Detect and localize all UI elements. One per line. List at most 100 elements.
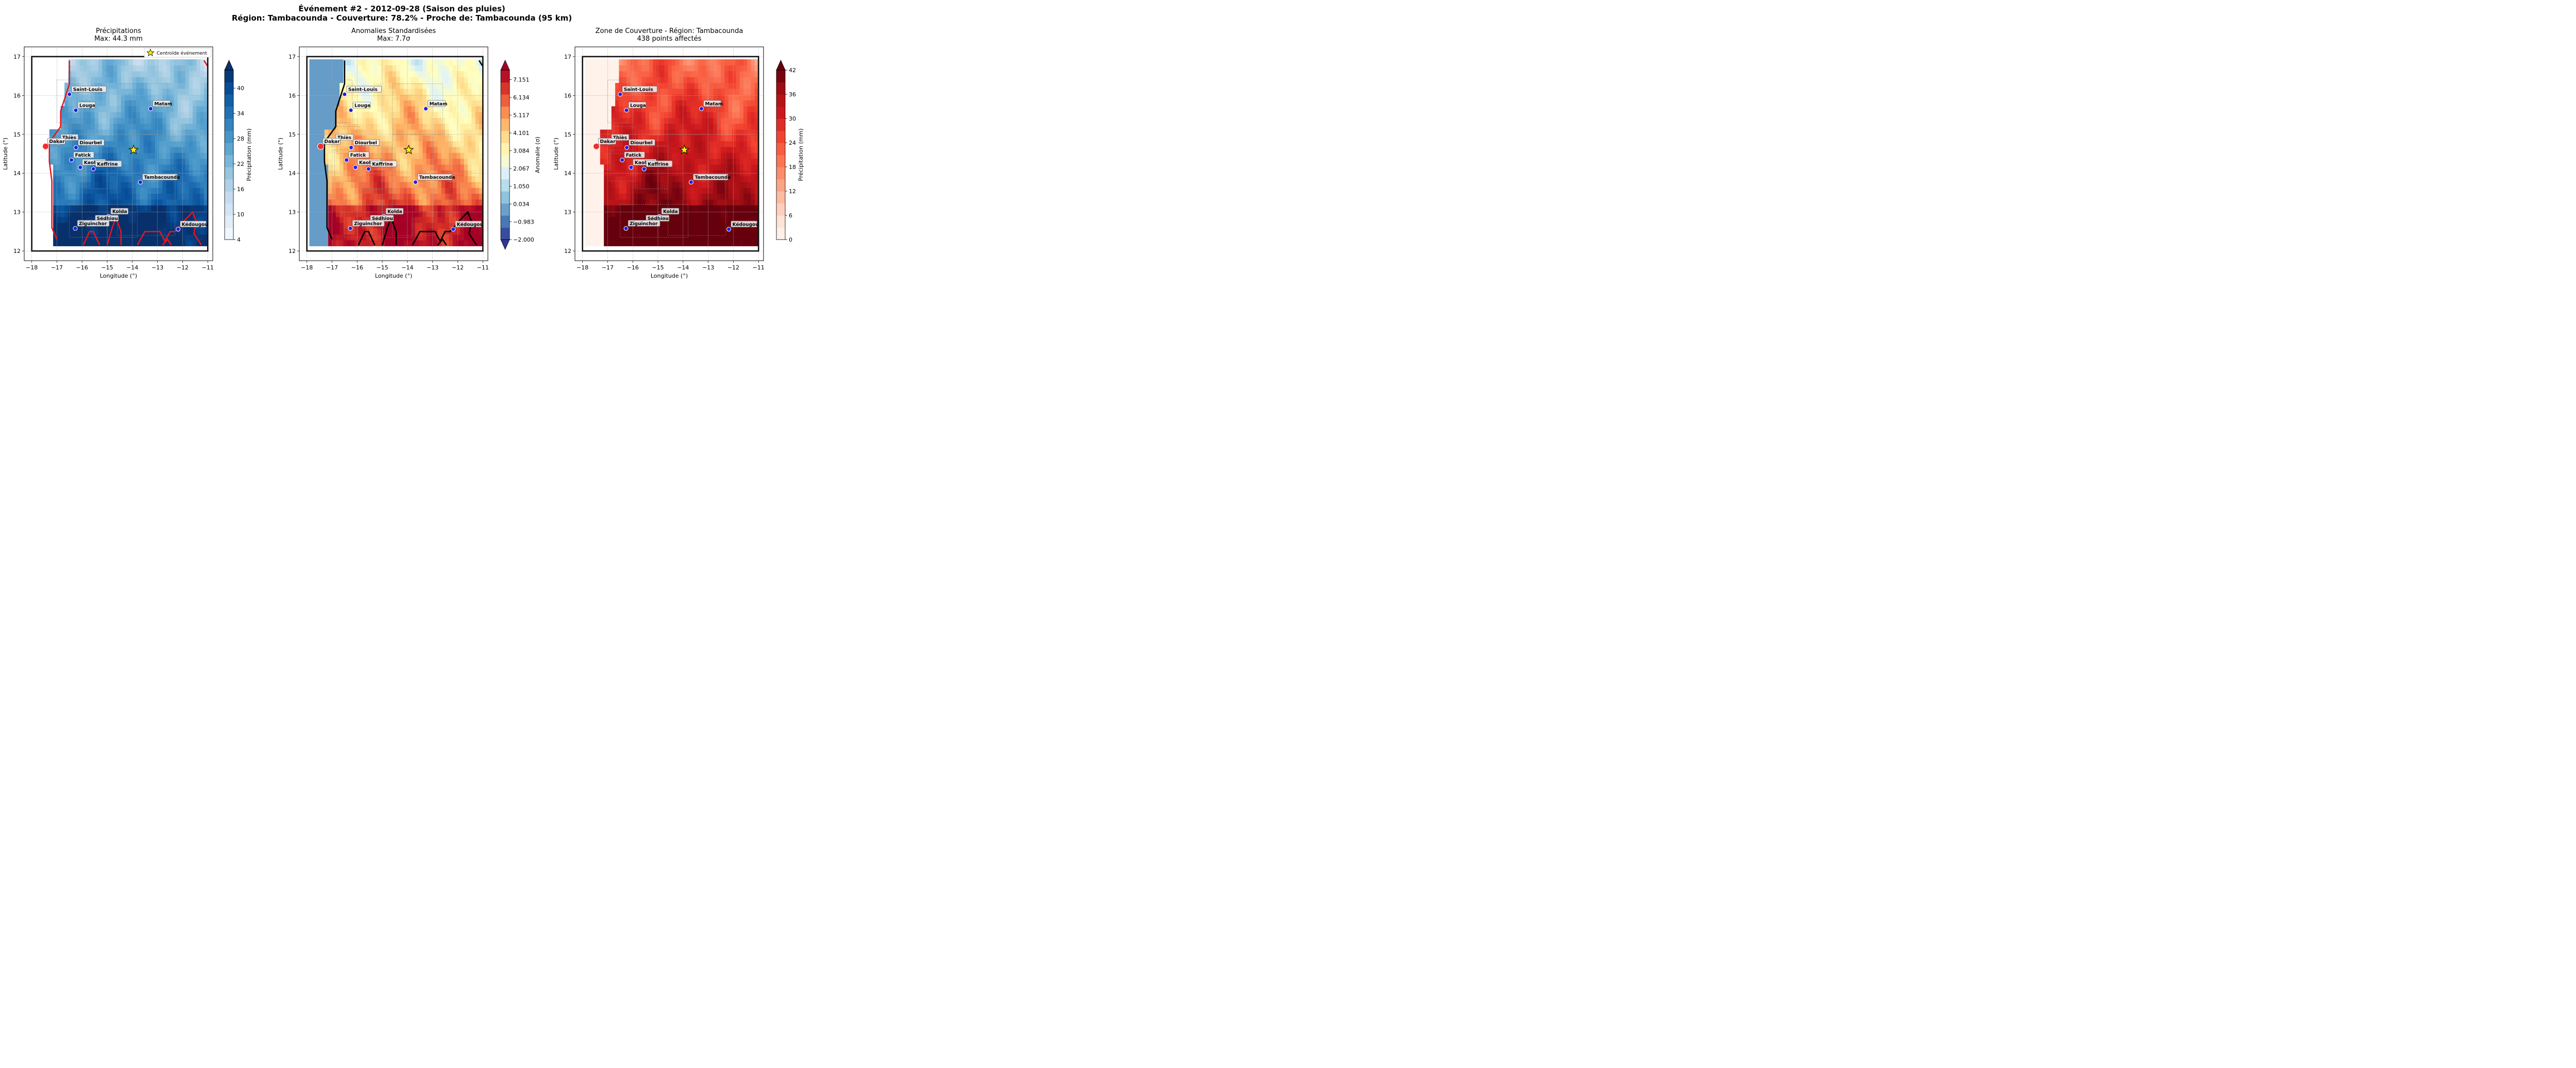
heatmap-cell [615, 188, 619, 194]
colorbar-segment [776, 143, 785, 156]
heatmap-cell [79, 129, 84, 135]
heatmap-cell [174, 71, 178, 77]
heatmap-cell [358, 94, 363, 100]
heatmap-cell [381, 141, 385, 147]
heatmap-cell [79, 228, 84, 235]
city-label: Sédhiou [648, 216, 669, 222]
heatmap-cell [664, 77, 669, 83]
heatmap-cell [332, 240, 336, 246]
heatmap-cell [653, 188, 657, 194]
heatmap-cell [660, 181, 665, 188]
heatmap-cell [185, 77, 190, 83]
heatmap-cell [189, 94, 193, 100]
heatmap-cell [751, 117, 755, 124]
heatmap-cell [751, 193, 755, 200]
heatmap-cell [732, 164, 736, 171]
heatmap-cell [437, 146, 442, 153]
heatmap-cell [611, 176, 616, 182]
heatmap-cell [743, 164, 748, 171]
heatmap-cell [170, 181, 174, 188]
colorbar-segment [225, 179, 233, 192]
heatmap-cell [106, 123, 110, 130]
heatmap-cell [60, 158, 65, 165]
heatmap-cell [60, 193, 65, 200]
heatmap-cell [174, 141, 178, 147]
heatmap-cell [592, 135, 597, 142]
heatmap-cell [471, 181, 476, 188]
heatmap-cell [464, 123, 468, 130]
heatmap-cell [200, 117, 205, 124]
heatmap-cell [660, 71, 665, 77]
heatmap-cell [683, 112, 687, 118]
heatmap-cell [475, 181, 480, 188]
heatmap-cell [340, 141, 344, 147]
heatmap-cell [76, 123, 80, 130]
heatmap-cell [189, 135, 193, 142]
heatmap-cell [600, 94, 604, 100]
heatmap-cell [588, 205, 593, 212]
heatmap-cell [585, 141, 589, 147]
heatmap-cell [743, 77, 748, 83]
heatmap-cell [362, 94, 366, 100]
heatmap-cell [79, 234, 84, 241]
heatmap-cell [317, 112, 321, 118]
heatmap-cell [200, 82, 205, 89]
heatmap-cell [76, 199, 80, 206]
heatmap-cell [174, 82, 178, 89]
heatmap-cell [332, 228, 336, 235]
heatmap-cell [694, 117, 699, 124]
heatmap-cell [705, 152, 710, 159]
city-label-box [428, 100, 446, 107]
heatmap-cell [467, 181, 472, 188]
heatmap-cell [347, 240, 351, 246]
heatmap-cell [630, 158, 635, 165]
heatmap-cell [430, 152, 434, 159]
heatmap-cell [702, 193, 706, 200]
city-label: Diourbel [355, 141, 377, 146]
heatmap-cell [140, 88, 144, 95]
heatmap-cell [189, 117, 193, 124]
heatmap-cell [87, 188, 91, 194]
heatmap-cell [125, 158, 129, 165]
heatmap-cell [739, 65, 744, 72]
heatmap-cell [377, 135, 382, 142]
heatmap-cell [403, 228, 408, 235]
heatmap-cell [664, 123, 669, 130]
heatmap-cell [204, 82, 208, 89]
heatmap-cell [400, 65, 404, 72]
heatmap-cell [366, 211, 370, 217]
colorbar: −2.000−0.9830.0341.0502.0673.0844.1015.1… [500, 60, 541, 250]
heatmap-cell [588, 193, 593, 200]
heatmap-cell [177, 100, 182, 107]
heatmap-cell [155, 188, 159, 194]
heatmap-cell [192, 158, 197, 165]
heatmap-cell [751, 152, 755, 159]
heatmap-cell [369, 112, 374, 118]
heatmap-cell [170, 141, 174, 147]
heatmap-cell [415, 193, 419, 200]
heatmap-cell [649, 135, 653, 142]
heatmap-cell [751, 240, 755, 246]
heatmap-cell [460, 228, 465, 235]
heatmap-cell [683, 123, 687, 130]
heatmap-cell [705, 71, 710, 77]
heatmap-cell [200, 211, 205, 217]
heatmap-cell [57, 234, 61, 241]
heatmap-cell [125, 152, 129, 159]
heatmap-cell [736, 164, 740, 171]
heatmap-cell [475, 193, 480, 200]
heatmap-cell [743, 59, 748, 66]
heatmap-cell [351, 129, 355, 135]
heatmap-cell [717, 117, 721, 124]
heatmap-cell [426, 234, 431, 241]
heatmap-cell [106, 188, 110, 194]
heatmap-cell [422, 123, 427, 130]
heatmap-cell [638, 199, 642, 206]
heatmap-cell [407, 205, 412, 212]
heatmap-cell [102, 77, 107, 83]
heatmap-cell [713, 146, 718, 153]
heatmap-cell [117, 94, 122, 100]
heatmap-cell [607, 100, 612, 107]
heatmap-cell [106, 77, 110, 83]
heatmap-cell [713, 188, 718, 194]
